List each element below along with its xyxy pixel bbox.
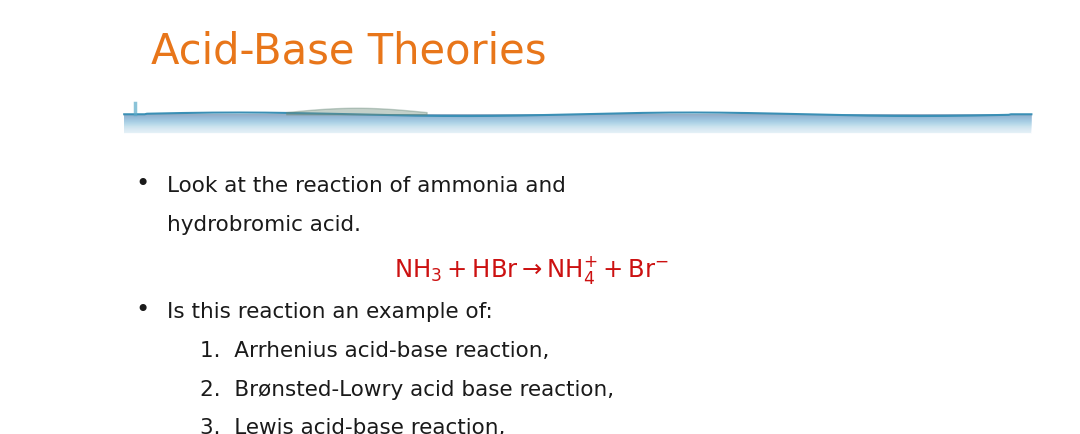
Text: •: • [135, 171, 149, 195]
Text: Look at the reaction of ammonia and: Look at the reaction of ammonia and [167, 176, 566, 196]
Text: $\mathrm{NH_3 + HBr \rightarrow NH_4^{+}+ Br^{-}}$: $\mathrm{NH_3 + HBr \rightarrow NH_4^{+}… [394, 254, 670, 286]
Text: 3.  Lewis acid-base reaction,: 3. Lewis acid-base reaction, [200, 417, 505, 434]
Text: 1.  Arrhenius acid-base reaction,: 1. Arrhenius acid-base reaction, [200, 341, 549, 361]
Text: hydrobromic acid.: hydrobromic acid. [167, 215, 362, 235]
Text: 2.  Brønsted-Lowry acid base reaction,: 2. Brønsted-Lowry acid base reaction, [200, 379, 613, 399]
FancyBboxPatch shape [124, 115, 1031, 133]
Text: •: • [135, 297, 149, 321]
Text: Acid-Base Theories: Acid-Base Theories [151, 30, 546, 72]
Text: Is this reaction an example of:: Is this reaction an example of: [167, 302, 494, 322]
